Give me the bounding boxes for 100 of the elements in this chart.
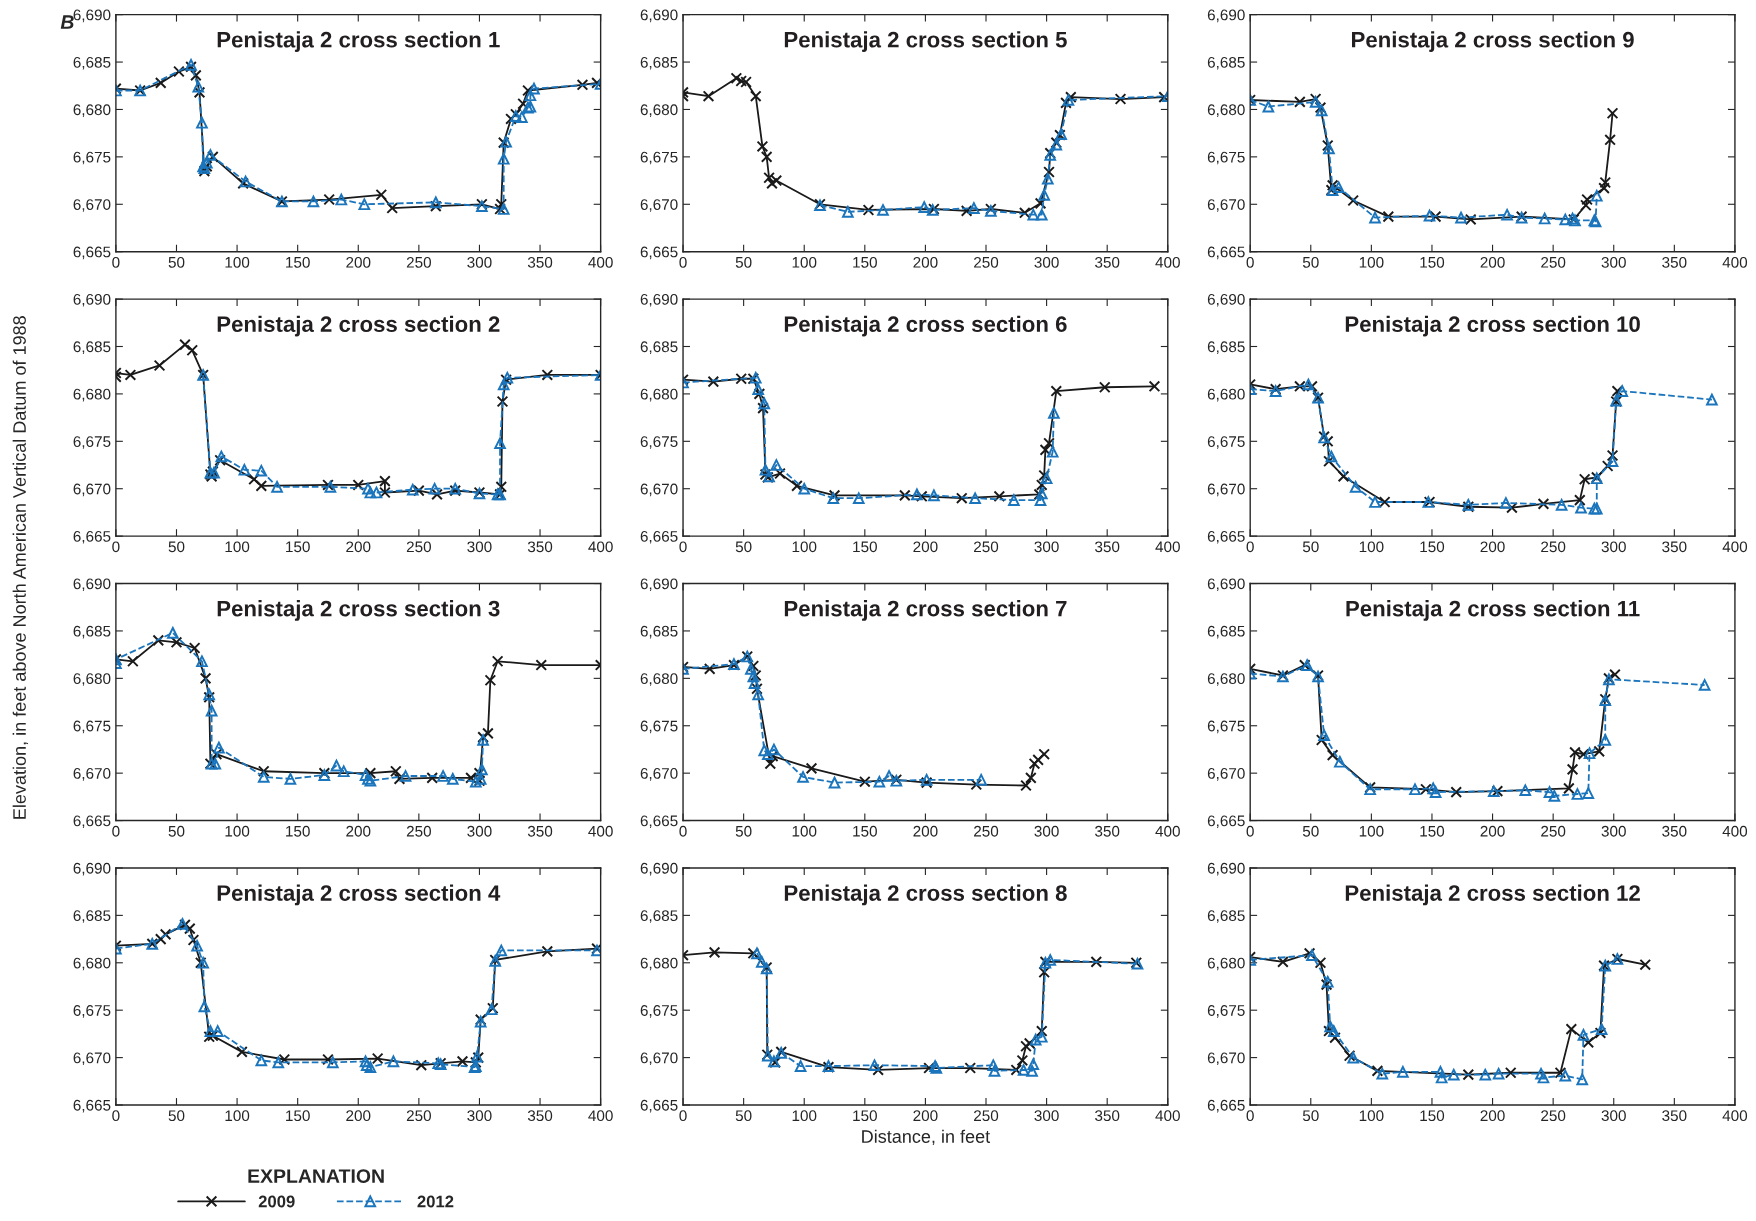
x-tick-label: 100 [1359, 256, 1384, 268]
x-tick-label: 200 [913, 825, 938, 837]
x-tick-label: 0 [112, 1110, 120, 1122]
legend-title: EXPLANATION [248, 1169, 384, 1183]
legend-label: 2012 [417, 1195, 454, 1208]
y-tick-label: 6,675 [640, 151, 678, 165]
y-tick-label: 6,685 [73, 341, 111, 354]
text: Penistaja 2 cross section 1 [217, 31, 500, 52]
x-tick-label: 250 [974, 256, 999, 268]
x-tick-label: 350 [527, 541, 553, 553]
y-tick-label: 6,670 [1207, 1052, 1245, 1066]
x-tick-label: 100 [225, 825, 250, 837]
x-tick-label: 50 [1302, 825, 1319, 837]
x-tick-label: 400 [1722, 825, 1748, 837]
y-tick-label: 6,685 [1207, 910, 1245, 923]
x-tick-label: 100 [792, 541, 817, 553]
x-tick-label: 200 [913, 256, 938, 268]
x-tick-label: 50 [168, 825, 185, 837]
x-tick-label: 200 [913, 541, 938, 553]
x-tick-label: 150 [853, 541, 877, 553]
x-tick-label: 150 [1420, 256, 1445, 268]
y-tick-label: 6,670 [1207, 199, 1245, 212]
x-tick-label: 250 [406, 256, 432, 268]
y-tick-label: 6,690 [640, 578, 678, 592]
x-tick-label: 150 [286, 1110, 310, 1122]
x-tick-label: 200 [346, 541, 371, 553]
y-tick-label: 6,690 [640, 9, 678, 23]
x-tick-label: 0 [679, 825, 687, 837]
y-tick-label: 6,665 [1207, 246, 1245, 260]
text: Penistaja 2 cross section 9 [1352, 31, 1634, 52]
y-tick-label: 6,680 [640, 104, 678, 117]
x-tick-label: 150 [286, 825, 310, 837]
x-tick-label: 150 [853, 825, 877, 837]
y-tick-label: 6,675 [640, 720, 678, 734]
x-tick-label: 300 [1601, 541, 1626, 553]
x-tick-label: 0 [679, 256, 687, 268]
y-tick-label: 6,680 [640, 957, 678, 971]
x-tick-label: 350 [1662, 541, 1687, 553]
x-tick-label: 50 [735, 825, 752, 837]
x-tick-label: 100 [1359, 541, 1384, 553]
x-tick-label: 300 [1601, 1110, 1626, 1122]
y-tick-label: 6,670 [73, 483, 111, 497]
y-tick-label: 6,680 [1207, 388, 1245, 402]
text: Penistaja 2 cross section 8 [784, 884, 1067, 906]
x-tick-label: 200 [913, 1110, 938, 1122]
y-tick-label: 6,685 [73, 56, 111, 70]
text: Penistaja 2 cross section 6 [784, 315, 1067, 337]
x-tick-label: 350 [1095, 825, 1120, 837]
y-tick-label: 6,685 [1207, 341, 1245, 354]
x-tick-label: 250 [974, 541, 999, 553]
x-tick-label: 350 [1662, 1110, 1687, 1122]
x-tick-label: 400 [1722, 541, 1748, 553]
y-tick-label: 6,690 [1207, 9, 1245, 23]
x-tick-label: 50 [168, 1110, 185, 1122]
x-tick-label: 250 [1541, 541, 1566, 553]
x-tick-label: 100 [225, 1110, 250, 1122]
x-tick-label: 300 [1601, 256, 1626, 268]
y-tick-label: 6,685 [640, 341, 678, 354]
x-tick-label: 300 [467, 541, 492, 553]
y-tick-label: 6,670 [640, 1052, 678, 1066]
y-tick-label: 6,690 [1207, 293, 1245, 307]
x-tick-label: 150 [853, 1110, 877, 1122]
x-tick-label: 50 [735, 541, 752, 553]
x-tick-label: 350 [527, 256, 553, 268]
x-tick-label: 150 [1420, 1110, 1445, 1122]
y-tick-label: 6,670 [73, 199, 111, 212]
x-tick-label: 50 [1302, 541, 1319, 553]
y-tick-label: 6,680 [1207, 673, 1245, 686]
y-tick-label: 6,665 [73, 530, 111, 544]
x-tick-label: 400 [1155, 256, 1180, 268]
x-tick-label: 150 [1420, 825, 1445, 837]
x-tick-label: 150 [1420, 541, 1445, 553]
x-tick-label: 400 [588, 825, 613, 837]
text: Penistaja 2 cross section 7 [784, 600, 1067, 621]
y-tick-label: 6,685 [73, 625, 111, 639]
y-tick-label: 6,675 [640, 1005, 678, 1018]
x-tick-label: 350 [1095, 256, 1120, 268]
y-tick-label: 6,665 [73, 1099, 111, 1113]
x-tick-label: 250 [1541, 256, 1566, 268]
x-tick-label: 0 [1246, 825, 1254, 837]
x-tick-label: 400 [1722, 1110, 1748, 1122]
text: Penistaja 2 cross section 12 [1345, 884, 1640, 906]
y-tick-label: 6,690 [640, 293, 678, 307]
x-tick-label: 400 [1155, 541, 1180, 553]
x-axis-title: Distance, in feet [862, 1129, 991, 1146]
x-tick-label: 100 [792, 256, 817, 268]
x-tick-label: 250 [974, 825, 999, 837]
y-tick-label: 6,685 [640, 910, 678, 923]
y-tick-label: 6,685 [73, 910, 111, 923]
x-tick-label: 400 [1155, 825, 1180, 837]
x-tick-label: 150 [286, 541, 310, 553]
y-tick-label: 6,665 [1207, 815, 1245, 829]
text: B [60, 15, 74, 29]
y-tick-label: 6,690 [640, 862, 678, 876]
x-tick-label: 0 [1246, 541, 1254, 553]
x-tick-label: 200 [1480, 825, 1505, 837]
x-tick-label: 0 [679, 541, 687, 553]
x-tick-label: 300 [1034, 825, 1059, 837]
x-tick-label: 0 [679, 1110, 687, 1122]
x-tick-label: 200 [346, 256, 371, 268]
